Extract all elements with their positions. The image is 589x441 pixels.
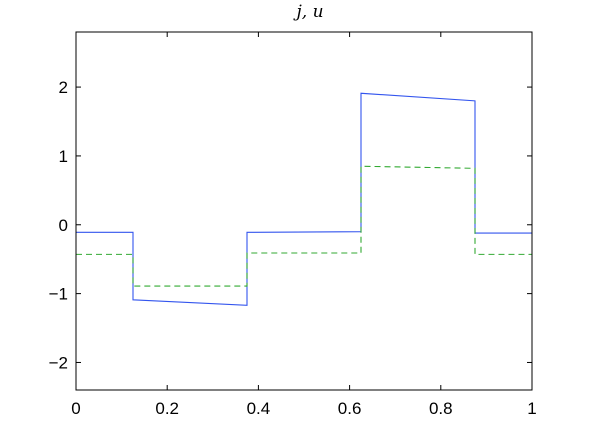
y-tick-label: 2 [59,78,68,97]
axes-frame [75,31,533,391]
y-tick-label: −2 [49,353,68,372]
chart-title: j, u [292,2,323,22]
plot-area [76,32,532,390]
x-tick-label: 0.2 [155,399,179,418]
y-tick-label: 1 [59,147,68,166]
x-tick-label: 0.4 [247,399,271,418]
x-tick-label: 0.8 [429,399,453,418]
y-tick-label: −1 [49,285,68,304]
y-tick-label: 0 [59,216,68,235]
series-line-2 [76,165,532,287]
x-tick-label: 0 [71,399,80,418]
x-tick-label: 1 [527,399,536,418]
series-line-1 [76,92,532,306]
x-tick-label: 0.6 [338,399,362,418]
